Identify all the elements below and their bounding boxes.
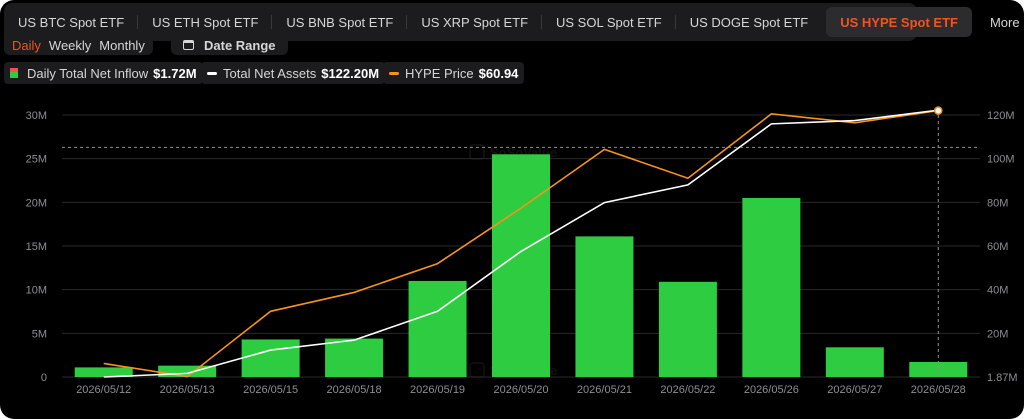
y-left-tick-label: 20M [26,197,47,209]
x-tick-label: 2026/05/13 [160,384,215,396]
legend-inflow-label: Daily Total Net Inflow [27,65,149,81]
x-tick-label: 2026/05/27 [827,384,882,396]
y-left-tick-label: 10M [26,285,47,297]
y-right-tick-label: 100M [987,154,1015,166]
inflow-bar [575,236,634,377]
inflow-bar [658,281,717,377]
line-swatch-icon [389,71,399,75]
inflow-bar [742,197,801,377]
legend-inflow-value: $1.72M [153,65,197,81]
legend-hype-price[interactable]: HYPE Price $60.94 [383,62,525,84]
inflow-bar [825,347,884,377]
calendar-icon [183,40,194,50]
period-weekly[interactable]: Weekly [48,37,92,53]
period-daily[interactable]: Daily [12,37,41,53]
x-tick-label: 2026/05/15 [243,384,298,396]
series-lines [103,109,939,378]
x-tick-label: 2026/05/18 [327,384,382,396]
tab-doge-spot-etf[interactable]: US DOGE Spot ETF [676,7,822,37]
inflow-bar [408,280,467,377]
y-right-tick-label: 60M [987,241,1008,253]
y-right-tick-label: 20M [987,328,1008,340]
x-tick-label: 2026/05/21 [577,384,632,396]
tab-hype-spot-etf[interactable]: US HYPE Spot ETF [826,7,972,37]
legend-price-value: $60.94 [478,65,519,81]
legend-assets-value: $122.20M [321,65,380,81]
more-label: More [989,14,1020,30]
y-right-tick-label: 80M [987,197,1008,209]
y-left-tick-label: 5M [32,328,47,340]
tab-eth-spot-etf[interactable]: US ETH Spot ETF [138,7,273,37]
y-right-tick-label: 40M [987,285,1008,297]
x-tick-label: 2026/05/19 [410,384,465,396]
tab-sol-spot-etf[interactable]: US SOL Spot ETF [542,7,676,37]
line-swatch-icon [207,71,217,75]
hover-point [934,106,943,115]
y-right-tick-label: 1.87M [987,372,1018,384]
y-right-tick-label: 120M [987,110,1015,122]
tab-label: US ETH Spot ETF [152,14,259,30]
inflow-bars [74,154,968,377]
tab-label: US DOGE Spot ETF [689,14,809,30]
tab-bnb-spot-etf[interactable]: US BNB Spot ETF [272,7,408,37]
inflow-bar [74,367,133,377]
legend-price-label: HYPE Price [405,65,474,81]
hype-price-line [103,109,939,378]
x-tick-label: 2026/05/20 [493,384,548,396]
y-left-tick-label: 0 [41,372,47,384]
tab-btc-spot-etf[interactable]: US BTC Spot ETF [4,7,139,37]
more-dropdown[interactable]: More [976,7,1024,37]
y-left-tick-label: 25M [26,154,47,166]
inflow-bar [241,339,300,377]
period-monthly[interactable]: Monthly [99,37,145,53]
tab-xrp-spot-etf[interactable]: US XRP Spot ETF [407,7,542,37]
x-tick-label: 2026/05/26 [744,384,799,396]
crosshair [62,106,980,377]
date-range-label: Date Range [204,37,276,53]
net-assets-line [103,109,939,378]
legend-net-assets[interactable]: Total Net Assets $122.20M [201,62,386,84]
legend-daily-inflow[interactable]: Daily Total Net Inflow $1.72M [4,62,203,84]
bar-swatch-icon [10,68,18,78]
period-selector: Daily Weekly Monthly [4,35,153,55]
x-tick-label: 2026/05/28 [911,384,966,396]
tab-label: US BNB Spot ETF [286,14,394,30]
y-left-tick-label: 15M [26,241,47,253]
tab-label: US BTC Spot ETF [18,14,125,30]
inflow-bar [158,365,217,377]
tab-label: US XRP Spot ETF [421,14,529,30]
tab-label: US SOL Spot ETF [556,14,662,30]
tab-label: US HYPE Spot ETF [840,14,958,30]
etf-tabs: US BTC Spot ETF US ETH Spot ETF US BNB S… [4,3,1020,41]
x-tick-label: 2026/05/22 [660,384,715,396]
x-tick-label: 2026/05/12 [76,384,131,396]
date-range-button[interactable]: Date Range [171,35,288,55]
y-left-tick-label: 30M [26,110,47,122]
legend-assets-label: Total Net Assets [223,65,317,81]
axes: 0 1.87M 5M 20M 10M 40M 15M 60M 20M 80M 25M 100M 30M 1… [26,110,1018,396]
inflow-bar [325,338,384,377]
